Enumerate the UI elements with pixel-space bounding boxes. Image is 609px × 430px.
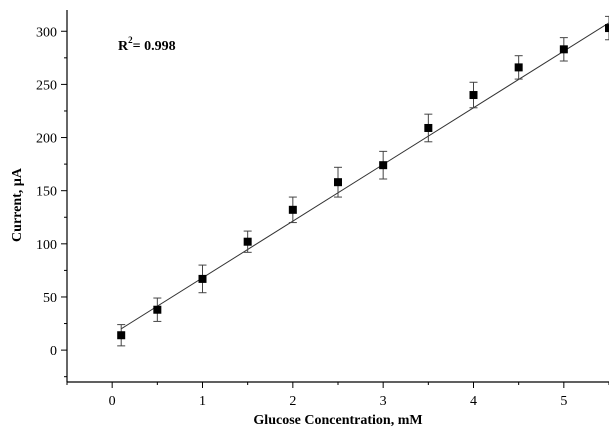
x-tick-label: 4 bbox=[470, 394, 477, 409]
data-point bbox=[243, 237, 252, 246]
x-tick-label: 2 bbox=[289, 394, 296, 409]
data-point bbox=[469, 91, 478, 100]
y-axis-title: Current, µA bbox=[10, 167, 25, 242]
data-point bbox=[605, 24, 609, 33]
r-squared-superscript: 2 bbox=[128, 35, 133, 45]
x-tick-label: 5 bbox=[560, 394, 567, 409]
y-tick-label: 200 bbox=[36, 132, 57, 147]
x-tick-label: 3 bbox=[380, 394, 387, 409]
data-point bbox=[334, 178, 342, 187]
data-point bbox=[424, 123, 433, 132]
y-tick-label: 0 bbox=[50, 344, 57, 359]
fit-line bbox=[120, 22, 609, 330]
y-tick-label: 300 bbox=[36, 25, 57, 40]
y-tick-label: 150 bbox=[36, 185, 57, 200]
data-point bbox=[198, 274, 207, 283]
x-tick-label: 1 bbox=[199, 394, 206, 409]
data-point bbox=[153, 305, 162, 314]
data-point bbox=[288, 205, 297, 214]
data-point bbox=[514, 63, 523, 72]
y-tick-label: 50 bbox=[43, 291, 57, 306]
data-point bbox=[559, 45, 568, 54]
x-tick-label: 0 bbox=[109, 394, 116, 409]
y-tick-label: 250 bbox=[36, 78, 57, 93]
data-point bbox=[117, 331, 126, 340]
r-squared-value: = 0.998 bbox=[133, 39, 176, 54]
x-axis-title: Glucose Concentration, mM bbox=[253, 413, 422, 428]
r-squared-prefix: R bbox=[118, 39, 129, 54]
data-point bbox=[379, 161, 388, 170]
r-squared-annotation: R2= 0.998 bbox=[118, 35, 176, 54]
y-tick-label: 100 bbox=[36, 238, 57, 253]
